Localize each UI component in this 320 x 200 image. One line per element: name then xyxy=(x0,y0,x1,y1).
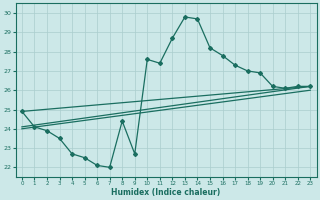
X-axis label: Humidex (Indice chaleur): Humidex (Indice chaleur) xyxy=(111,188,221,197)
